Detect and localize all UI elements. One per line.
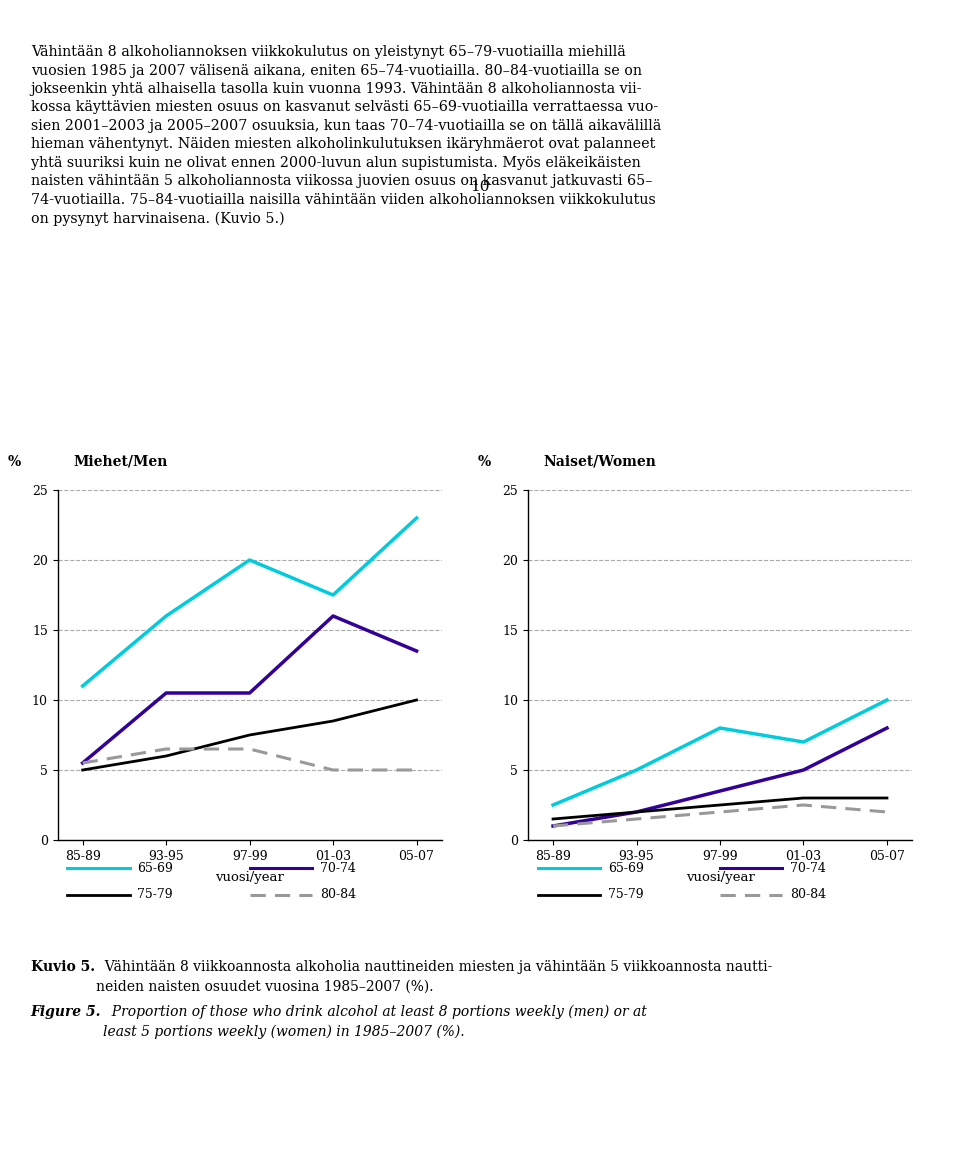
X-axis label: vuosi/year: vuosi/year <box>685 871 755 884</box>
Text: naisten vähintään 5 alkoholiannosta viikossa juovien osuus on kasvanut jatkuvast: naisten vähintään 5 alkoholiannosta viik… <box>31 175 652 188</box>
Text: Vähintään 8 viikkoannosta alkoholia nauttineiden miesten ja vähintään 5 viikkoan: Vähintään 8 viikkoannosta alkoholia naut… <box>96 960 773 974</box>
Text: 74-vuotiailla. 75–84-vuotiailla naisilla vähintään viiden alkoholiannoksen viikk: 74-vuotiailla. 75–84-vuotiailla naisilla… <box>31 193 656 207</box>
Text: Naiset/Women: Naiset/Women <box>543 455 657 469</box>
Text: yhtä suuriksi kuin ne olivat ennen 2000-luvun alun supistumista. Myös eläkeikäis: yhtä suuriksi kuin ne olivat ennen 2000-… <box>31 156 640 170</box>
Text: sien 2001–2003 ja 2005–2007 osuuksia, kun taas 70–74-vuotiailla se on tällä aika: sien 2001–2003 ja 2005–2007 osuuksia, ku… <box>31 119 661 133</box>
Text: 70-74: 70-74 <box>320 861 355 874</box>
Text: 10: 10 <box>470 180 490 194</box>
Text: Figure 5.: Figure 5. <box>31 1005 101 1019</box>
Text: Proportion of those who drink alcohol at least 8 portions weekly (men) or at: Proportion of those who drink alcohol at… <box>103 1005 647 1020</box>
Text: 80-84: 80-84 <box>320 888 356 901</box>
X-axis label: vuosi/year: vuosi/year <box>215 871 284 884</box>
Text: 65-69: 65-69 <box>608 861 643 874</box>
Text: Kuvio 5.: Kuvio 5. <box>31 960 95 974</box>
Text: 75-79: 75-79 <box>608 888 643 901</box>
Text: %: % <box>478 455 492 469</box>
Text: 65-69: 65-69 <box>137 861 173 874</box>
Text: neiden naisten osuudet vuosina 1985–2007 (%).: neiden naisten osuudet vuosina 1985–2007… <box>96 980 434 994</box>
Text: on pysynyt harvinaisena. (Kuvio 5.): on pysynyt harvinaisena. (Kuvio 5.) <box>31 212 284 226</box>
Text: Vähintään 8 alkoholiannoksen viikkokulutus on yleistynyt 65–79-vuotiailla miehil: Vähintään 8 alkoholiannoksen viikkokulut… <box>31 45 626 59</box>
Text: least 5 portions weekly (women) in 1985–2007 (%).: least 5 portions weekly (women) in 1985–… <box>103 1025 465 1040</box>
Text: Miehet/Men: Miehet/Men <box>73 455 167 469</box>
Text: kossa käyttävien miesten osuus on kasvanut selvästi 65–69-vuotiailla verrattaess: kossa käyttävien miesten osuus on kasvan… <box>31 101 658 114</box>
Text: %: % <box>8 455 21 469</box>
Text: 80-84: 80-84 <box>790 888 827 901</box>
Text: jokseenkin yhtä alhaisella tasolla kuin vuonna 1993. Vähintään 8 alkoholiannosta: jokseenkin yhtä alhaisella tasolla kuin … <box>31 82 642 96</box>
Text: vuosien 1985 ja 2007 välisenä aikana, eniten 65–74-vuotiailla. 80–84-vuotiailla : vuosien 1985 ja 2007 välisenä aikana, en… <box>31 63 641 78</box>
Text: hieman vähentynyt. Näiden miesten alkoholinkulutuksen ikäryhmäerot ovat palannee: hieman vähentynyt. Näiden miesten alkoho… <box>31 137 655 152</box>
Text: 75-79: 75-79 <box>137 888 173 901</box>
Text: 70-74: 70-74 <box>790 861 826 874</box>
